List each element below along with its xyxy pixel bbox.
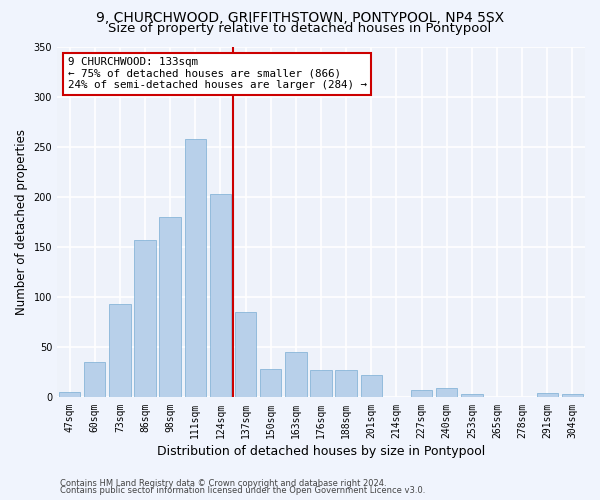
- Bar: [536, 394, 558, 398]
- Bar: [411, 390, 432, 398]
- Y-axis label: Number of detached properties: Number of detached properties: [15, 129, 28, 315]
- Bar: [235, 312, 256, 398]
- Bar: [461, 394, 482, 398]
- Text: Contains HM Land Registry data © Crown copyright and database right 2024.: Contains HM Land Registry data © Crown c…: [60, 478, 386, 488]
- Bar: [436, 388, 457, 398]
- Bar: [285, 352, 307, 398]
- Text: Size of property relative to detached houses in Pontypool: Size of property relative to detached ho…: [109, 22, 491, 35]
- Text: 9 CHURCHWOOD: 133sqm
← 75% of detached houses are smaller (866)
24% of semi-deta: 9 CHURCHWOOD: 133sqm ← 75% of detached h…: [68, 57, 367, 90]
- Bar: [335, 370, 357, 398]
- Bar: [109, 304, 131, 398]
- Bar: [59, 392, 80, 398]
- Bar: [160, 217, 181, 398]
- Bar: [562, 394, 583, 398]
- Bar: [84, 362, 106, 398]
- Bar: [310, 370, 332, 398]
- Bar: [361, 376, 382, 398]
- Text: 9, CHURCHWOOD, GRIFFITHSTOWN, PONTYPOOL, NP4 5SX: 9, CHURCHWOOD, GRIFFITHSTOWN, PONTYPOOL,…: [96, 11, 504, 25]
- X-axis label: Distribution of detached houses by size in Pontypool: Distribution of detached houses by size …: [157, 444, 485, 458]
- Bar: [210, 194, 231, 398]
- Bar: [260, 370, 281, 398]
- Bar: [134, 240, 156, 398]
- Bar: [185, 138, 206, 398]
- Text: Contains public sector information licensed under the Open Government Licence v3: Contains public sector information licen…: [60, 486, 425, 495]
